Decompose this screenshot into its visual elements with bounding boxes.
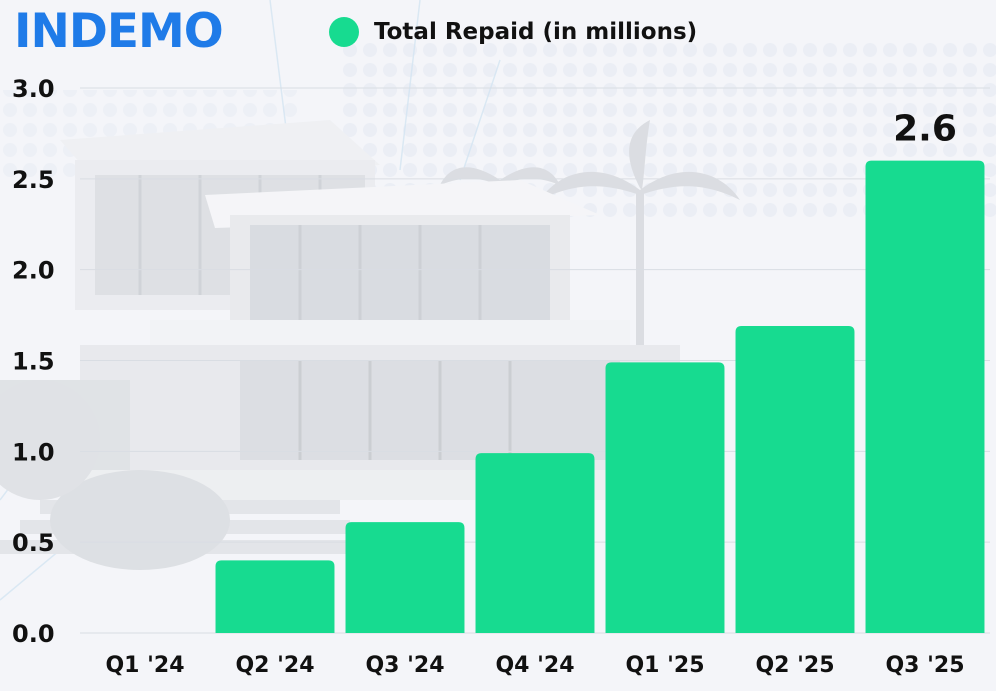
bar-3 (475, 453, 595, 633)
bar-5 (735, 325, 855, 633)
x-tick-label: Q1 '24 (105, 653, 184, 678)
bar-1 (215, 560, 335, 633)
legend-swatch-icon (329, 17, 359, 47)
y-tick-label: 1.0 (12, 438, 55, 466)
y-tick-label: 0.0 (12, 620, 55, 648)
x-tick-label: Q4 '24 (495, 653, 574, 678)
legend-label: Total Repaid (in millions) (374, 19, 698, 45)
y-tick-label: 2.0 (12, 257, 55, 285)
bar-2 (345, 522, 465, 633)
bar-4 (605, 362, 725, 633)
x-tick-label: Q2 '25 (755, 653, 834, 678)
y-tick-label: 2.5 (12, 166, 55, 194)
y-tick-label: 3.0 (12, 75, 55, 103)
data-label: 2.6 (893, 109, 957, 150)
legend: Total Repaid (in millions) (329, 14, 697, 50)
y-tick-label: 0.5 (12, 529, 55, 557)
x-tick-label: Q1 '25 (625, 653, 704, 678)
x-tick-label: Q3 '25 (885, 653, 964, 678)
x-tick-label: Q2 '24 (235, 653, 314, 678)
bar-6 (865, 160, 985, 633)
x-tick-label: Q3 '24 (365, 653, 444, 678)
brand-logo: INDEMO (14, 4, 224, 59)
y-tick-label: 1.5 (12, 348, 55, 376)
